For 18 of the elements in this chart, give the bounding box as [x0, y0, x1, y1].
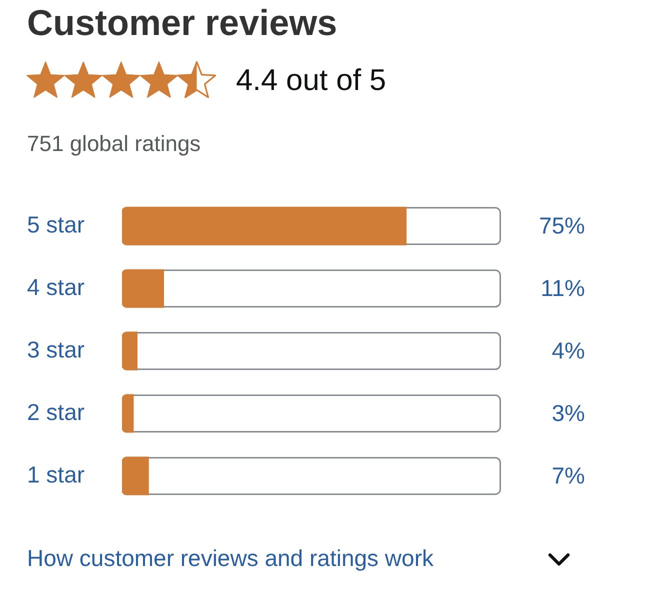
bar	[122, 332, 138, 370]
chart-title: Customer reviews	[27, 1, 338, 45]
data-label: 75%	[538, 212, 585, 238]
text: How customer reviews and ratings work	[27, 544, 434, 573]
y-tick-label: 1 star	[27, 461, 85, 488]
data-label: 11%	[540, 274, 585, 301]
bar	[122, 456, 149, 496]
bar	[122, 394, 134, 433]
bar	[122, 269, 164, 308]
data-label: 7%	[552, 462, 585, 488]
data-label: 4%	[552, 337, 585, 364]
data-label: 3%	[552, 400, 585, 426]
y-tick-label: 2 star	[27, 398, 85, 425]
y-tick-label: 5 star	[27, 211, 85, 238]
text: 751 global ratings	[27, 130, 201, 158]
chart-subtitle: 4.4 out of 5	[236, 63, 386, 99]
y-tick-label: 3 star	[27, 336, 85, 362]
y-tick-label: 4 star	[27, 274, 85, 300]
